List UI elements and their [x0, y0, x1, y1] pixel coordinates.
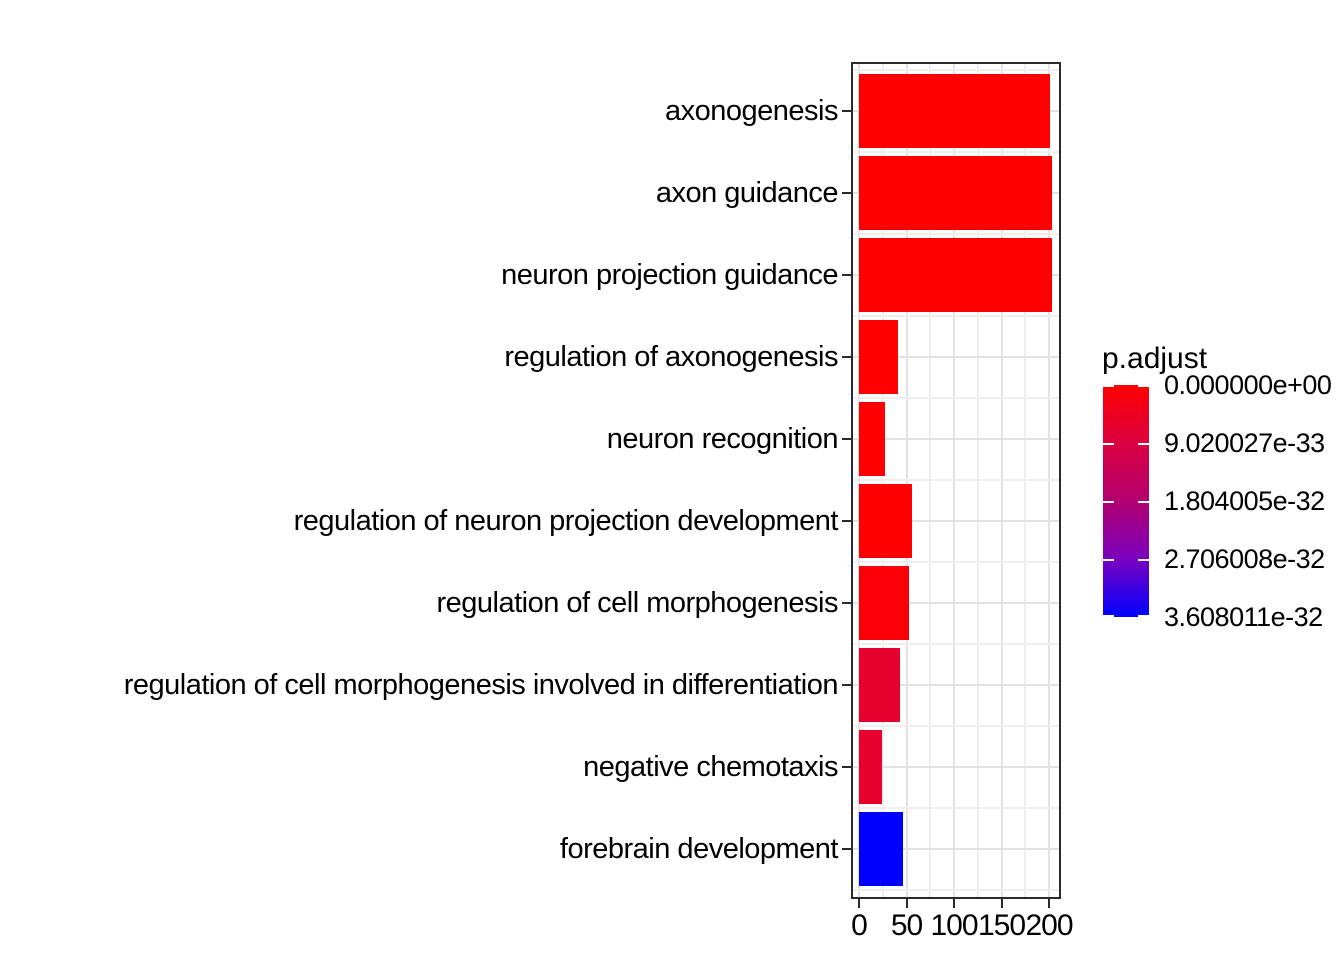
gridline-major-y — [853, 602, 1059, 604]
x-tick-mark — [1048, 899, 1050, 908]
y-axis-label: axonogenesis — [665, 95, 838, 127]
bar — [859, 566, 910, 640]
legend-tick-label: 9.020027e-33 — [1164, 428, 1325, 458]
y-axis-label: neuron projection guidance — [501, 259, 838, 291]
gridline-minor-y — [853, 151, 1059, 153]
colorbar-tick — [1138, 443, 1149, 445]
legend-title: p.adjust — [1102, 342, 1208, 375]
bar — [859, 238, 1052, 312]
gridline-minor-y — [853, 69, 1059, 71]
gridline-major-y — [853, 438, 1059, 440]
colorbar-tick — [1103, 385, 1114, 387]
legend-tick-label: 1.804005e-32 — [1164, 486, 1325, 516]
gridline-minor-y — [853, 233, 1059, 235]
y-tick-mark — [842, 192, 851, 194]
colorbar-tick — [1138, 385, 1149, 387]
colorbar-tick — [1103, 559, 1114, 561]
x-axis-tick-label: 0 — [851, 909, 868, 942]
y-axis-label: forebrain development — [559, 833, 839, 865]
x-axis-tick-label: 150 — [977, 909, 1026, 942]
x-tick-mark — [953, 899, 955, 908]
bar — [859, 730, 882, 804]
x-tick-mark — [858, 899, 860, 908]
gridline-minor-y — [853, 561, 1059, 563]
gridline-major-y — [853, 684, 1059, 686]
y-axis-label: regulation of axonogenesis — [504, 341, 838, 373]
y-tick-mark — [842, 684, 851, 686]
x-axis-tick-label: 200 — [1025, 909, 1073, 942]
bar — [859, 484, 913, 558]
y-tick-mark — [842, 520, 851, 522]
y-tick-mark — [842, 602, 851, 604]
gridline-minor-y — [853, 397, 1059, 399]
bar — [859, 648, 900, 722]
x-axis-tick-label: 50 — [890, 909, 923, 942]
x-tick-mark — [1000, 899, 1003, 908]
legend-tick-label: 3.608011e-32 — [1164, 602, 1323, 632]
colorbar-tick — [1138, 559, 1149, 561]
gridline-minor-y — [853, 643, 1059, 645]
gridline-major-y — [853, 520, 1059, 522]
y-tick-mark — [842, 438, 851, 440]
colorbar-tick — [1138, 501, 1149, 503]
y-axis-label: axon guidance — [655, 177, 839, 209]
colorbar-tick — [1138, 615, 1149, 617]
gridline-minor-y — [853, 725, 1059, 727]
colorbar-tick — [1103, 443, 1114, 445]
x-tick-mark — [905, 899, 908, 908]
y-axis-label: negative chemotaxis — [583, 751, 838, 783]
bar — [859, 74, 1050, 148]
y-axis-label: neuron recognition — [606, 423, 839, 455]
colorbar-tick — [1103, 615, 1114, 617]
gridline-minor-y — [853, 315, 1059, 317]
bar — [859, 402, 885, 476]
colorbar-tick — [1103, 501, 1114, 503]
y-axis-label: regulation of cell morphogenesis involve… — [123, 669, 839, 701]
y-tick-mark — [842, 274, 851, 276]
bar — [859, 156, 1052, 230]
bar — [859, 812, 903, 886]
gridline-major-y — [853, 766, 1059, 768]
plot-panel — [851, 62, 1061, 899]
y-tick-mark — [842, 356, 851, 358]
y-tick-mark — [842, 848, 851, 850]
gridline-minor-y — [853, 807, 1059, 809]
gridline-major-y — [853, 356, 1059, 358]
y-axis-label: regulation of neuron projection developm… — [293, 505, 839, 537]
y-tick-mark — [842, 766, 851, 768]
y-axis-label: regulation of cell morphogenesis — [436, 587, 838, 619]
x-axis-tick-label: 100 — [930, 909, 978, 942]
legend-tick-label: 0.000000e+00 — [1164, 370, 1332, 400]
legend-tick-label: 2.706008e-32 — [1164, 544, 1325, 574]
gridline-major-y — [853, 848, 1059, 850]
gridline-minor-y — [853, 889, 1059, 891]
y-tick-mark — [842, 110, 851, 112]
bar — [859, 320, 898, 394]
gridline-minor-y — [853, 479, 1059, 481]
